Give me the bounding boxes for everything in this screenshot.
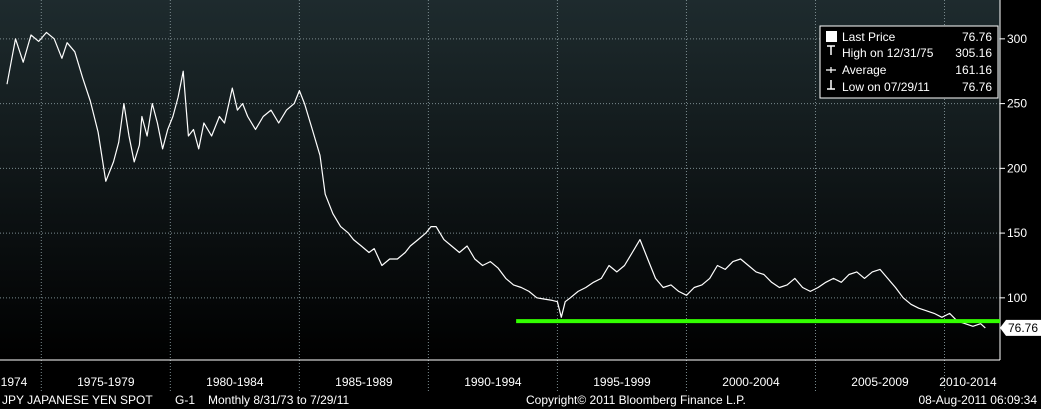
- legend-box: [819, 25, 999, 99]
- x-axis: 1974 1975-1979 1980-1984 1985-1989 1990-1994…: [1, 375, 997, 389]
- x-tick-label: 1990-1994: [464, 375, 522, 389]
- y-tick-label: 250: [1007, 97, 1027, 111]
- last-value-label: 76.76: [1008, 321, 1038, 335]
- x-tick-label: 1995-1999: [593, 375, 651, 389]
- high-marker-icon: [827, 45, 835, 55]
- y-tick-label: 200: [1007, 161, 1027, 175]
- x-tick-label: 2005-2009: [851, 375, 909, 389]
- series-group: [6, 31, 986, 329]
- x-tick-label: 1975-1979: [77, 375, 135, 389]
- y-axis: 100 150 200 250 300: [1000, 32, 1027, 305]
- series-line: [6, 31, 986, 329]
- x-tick-label: 2000-2004: [722, 375, 780, 389]
- footer-security: JPY JAPANESE YEN SPOT: [2, 393, 153, 407]
- footer: JPY JAPANESE YEN SPOT G-1 Monthly 8/31/7…: [0, 392, 1041, 409]
- x-tick-label: 1985-1989: [335, 375, 393, 389]
- footer-chart-id: G-1: [175, 393, 196, 407]
- legend-label: Last Price: [842, 30, 896, 44]
- y-tick-label: 100: [1007, 291, 1027, 305]
- x-tick-label: 1980-1984: [206, 375, 264, 389]
- low-marker-icon: [827, 80, 835, 90]
- last-value-label-group: 76.76: [1000, 319, 1041, 336]
- legend-value: 76.76: [962, 80, 992, 94]
- last-value-tag: [1000, 319, 1041, 336]
- legend-label: Average: [842, 63, 887, 77]
- footer-timestamp: 08-Aug-2011 06:09:34: [918, 393, 1037, 407]
- legend-label: Low on 07/29/11: [842, 80, 930, 94]
- footer-period: Monthly 8/31/73 to 7/29/11: [208, 393, 350, 407]
- legend: Last Price 76.76 High on 12/31/75 305.16…: [819, 25, 999, 99]
- average-marker-icon: [826, 67, 836, 73]
- period-separators: [40, 0, 946, 392]
- legend-square-icon: [826, 31, 837, 42]
- x-tick-label: 1974: [1, 375, 28, 389]
- y-tick-label: 150: [1007, 226, 1027, 240]
- legend-value: 76.76: [962, 30, 992, 44]
- legend-label: High on 12/31/75: [842, 46, 934, 60]
- legend-value: 161.16: [955, 63, 992, 77]
- footer-copyright: Copyright© 2011 Bloomberg Finance L.P.: [526, 393, 746, 407]
- legend-value: 305.16: [955, 46, 992, 60]
- y-tick-label: 300: [1007, 32, 1027, 46]
- x-tick-label: 2010-2014: [939, 375, 997, 389]
